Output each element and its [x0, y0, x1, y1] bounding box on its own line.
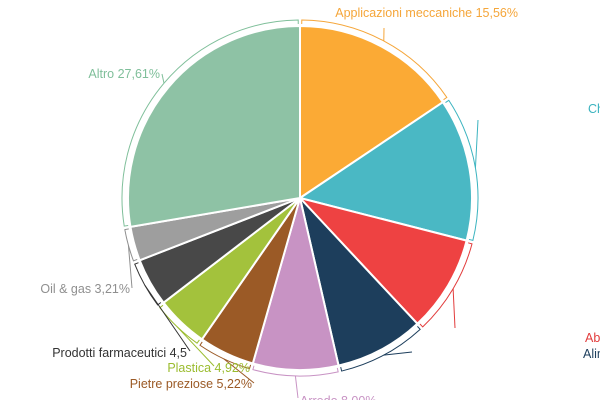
slice-label: Alimentare 8,33%: [583, 347, 600, 361]
pie-slice-altro: [127, 24, 301, 229]
leader-line: [161, 73, 165, 84]
slice-bracket: [340, 326, 421, 372]
slice-label: Arredo 8,00%: [300, 394, 376, 400]
leader-line: [223, 358, 255, 384]
pie-slice-chimica: [297, 100, 473, 242]
slice-label: Plastica 4,92%: [167, 361, 250, 375]
pie-slice-abbigliamento: [296, 196, 468, 326]
slice-label: Prodotti farmaceutici 4,5: [52, 346, 187, 360]
leader-line: [127, 245, 133, 289]
slice-label: Abbigliamento 9,04%: [585, 331, 600, 345]
slice-labels-layer: Applicazioni meccaniche 15,56% Chimica 13…: [40, 6, 600, 400]
slice-label: Pietre preziose 5,22%: [130, 377, 252, 391]
slice-label: Oil & gas 3,21%: [40, 282, 130, 296]
leader-lines-layer: [121, 19, 479, 399]
slice-label: Applicazioni meccaniche 15,56%: [335, 6, 518, 20]
slice-label: Chimica 13,35%: [588, 102, 600, 116]
leader-line: [144, 284, 191, 352]
leader-line: [383, 351, 413, 356]
slice-bracket: [419, 242, 473, 328]
leader-line: [452, 288, 456, 329]
slice-bracket: [199, 341, 252, 370]
leader-line: [474, 119, 479, 168]
slice-bracket: [124, 228, 138, 262]
slice-bracket: [121, 19, 299, 227]
leader-line: [176, 326, 215, 367]
slices-layer: [127, 24, 473, 371]
pie-slice-applicazioni-meccaniche: [299, 24, 445, 200]
leader-line: [294, 375, 299, 399]
slice-label: Altro 27,61%: [88, 67, 160, 81]
slice-bracket: [445, 99, 479, 241]
